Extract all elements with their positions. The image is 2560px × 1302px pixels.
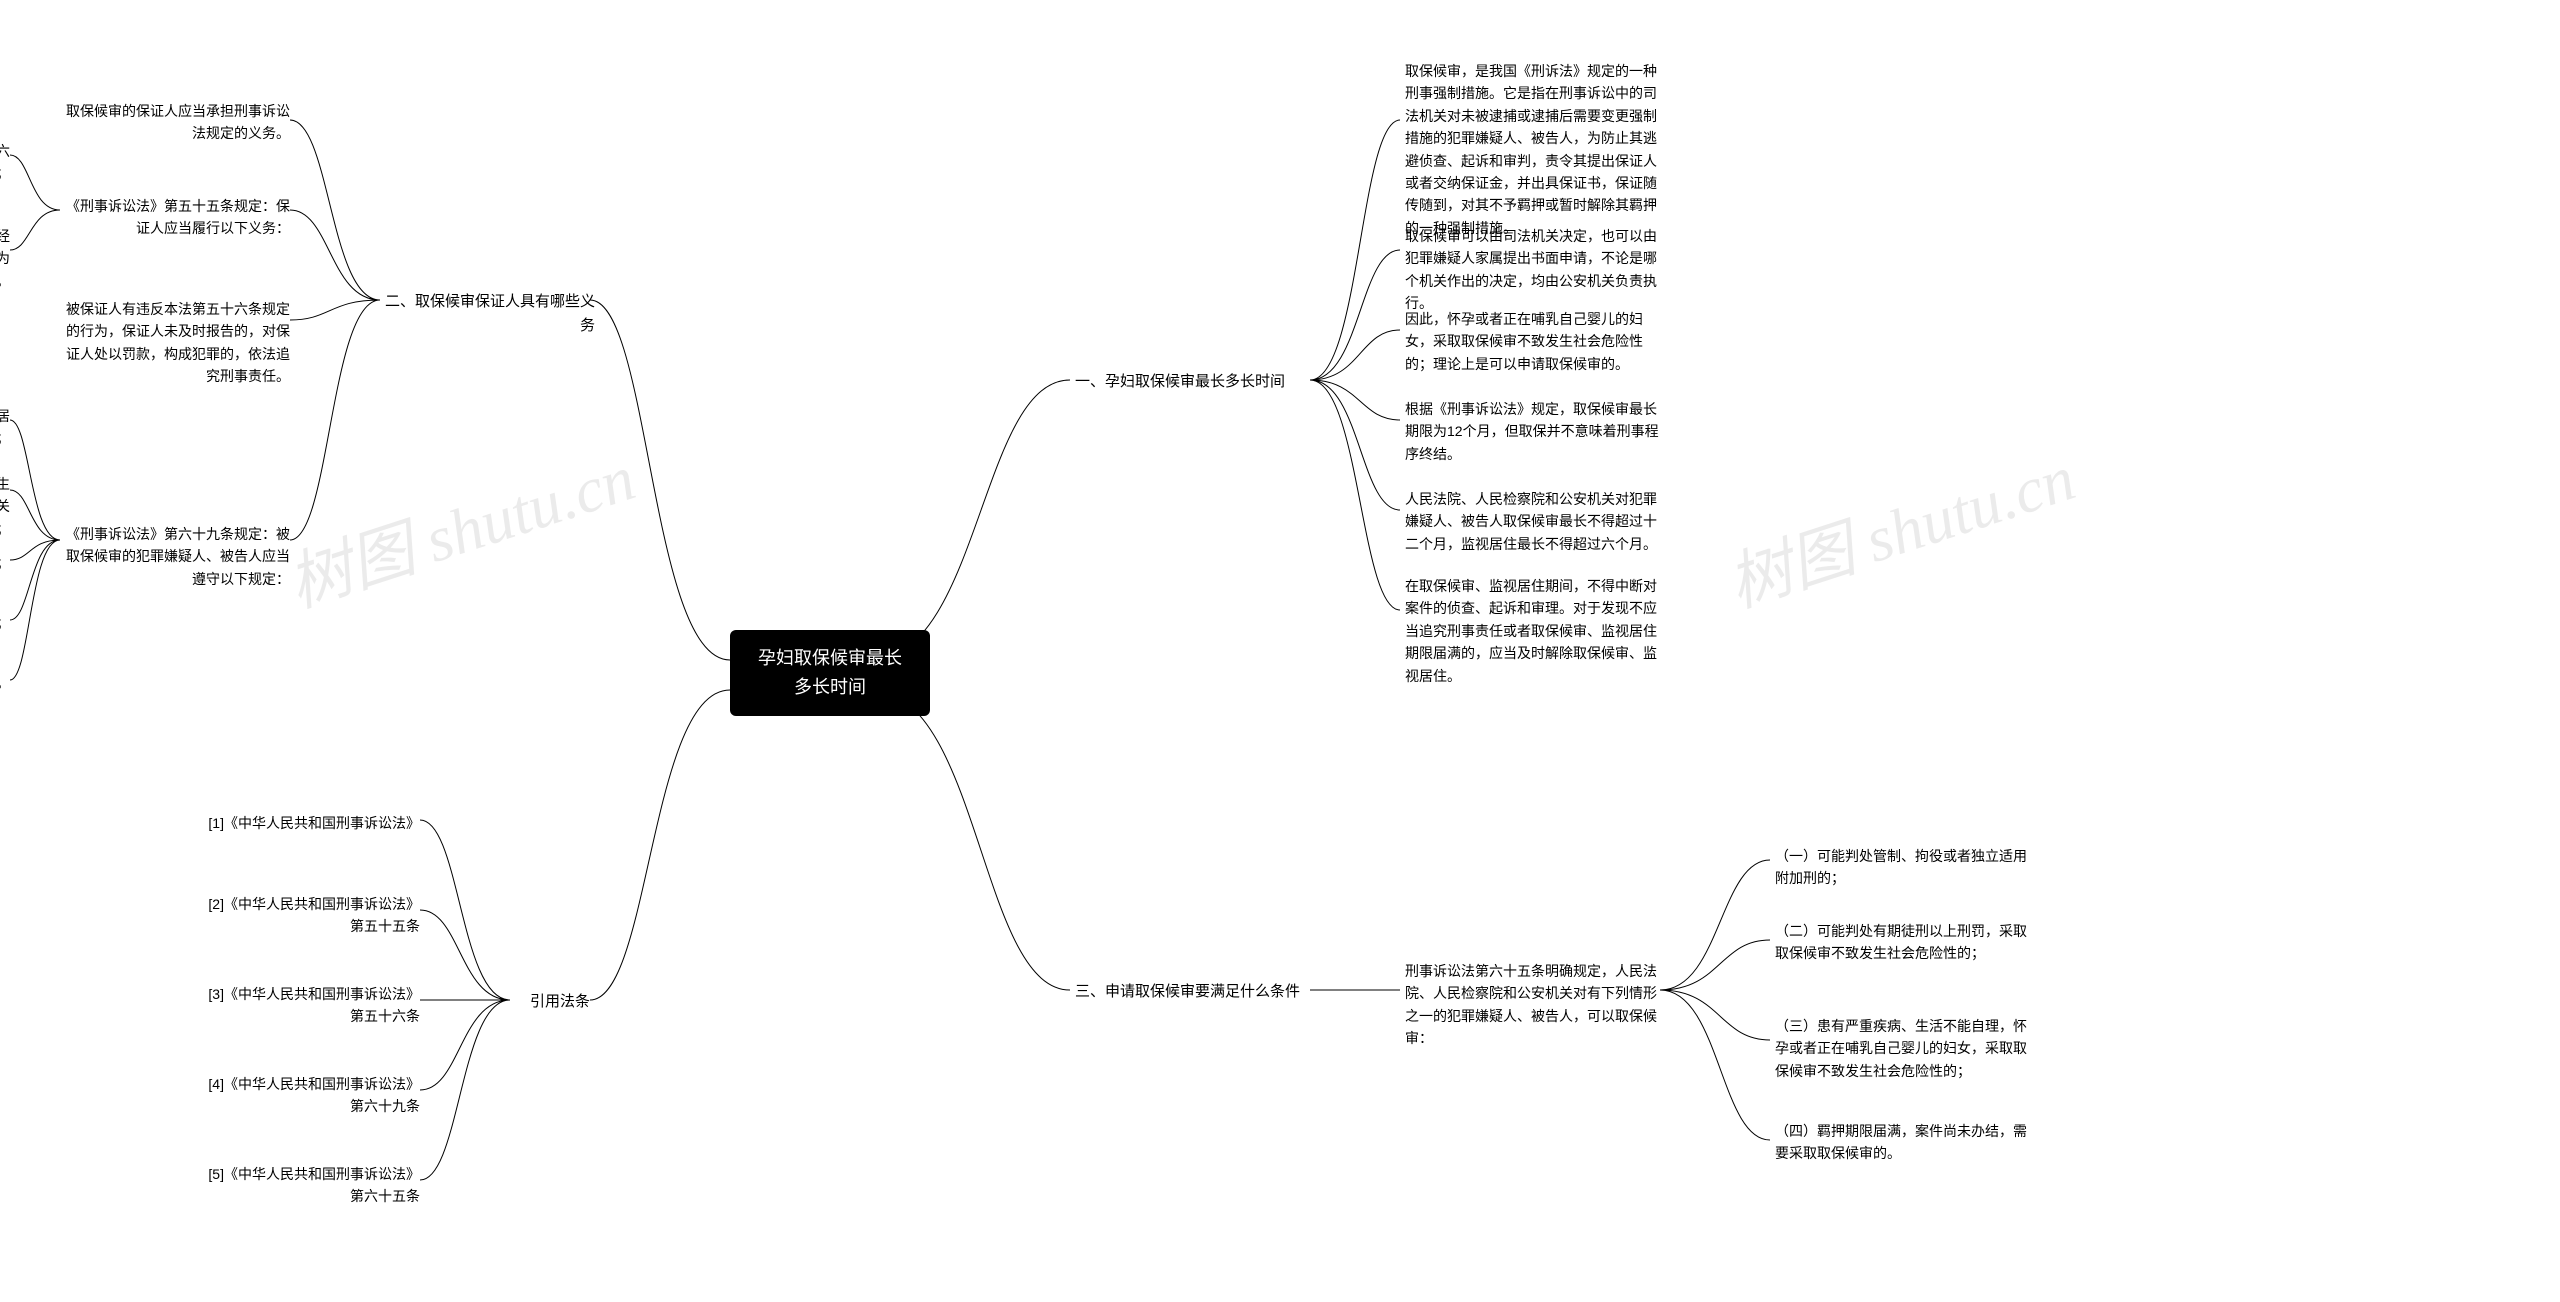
leaf-l2-4: 《刑事诉讼法》第六十九条规定：被取保候审的犯罪嫌疑人、被告人应当遵守以下规定：: [65, 523, 290, 590]
leaf-r3-3: （三）患有严重疾病、生活不能自理，怀孕或者正在哺乳自己婴儿的妇女，采取取保候审不…: [1775, 1015, 2035, 1082]
leaf-ref-1: [1]《中华人民共和国刑事诉讼法》: [195, 812, 420, 834]
leaf-r3-2: （二）可能判处有期徒刑以上刑罚，采取取保候审不致发生社会危险性的；: [1775, 920, 2035, 965]
leaf-ref-4: [4]《中华人民共和国刑事诉讼法》 第六十九条: [195, 1073, 420, 1118]
leaf-l2-2-1: （1）监督被保证人遵守本法第五十六条的规定；: [0, 140, 10, 185]
leaf-r1-3: 因此，怀孕或者正在哺乳自己婴儿的妇女，采取取保候审不致发生社会危险性的；理论上是…: [1405, 308, 1665, 375]
leaf-r1-6: 在取保候审、监视居住期间，不得中断对案件的侦查、起诉和审理。对于发现不应当追究刑…: [1405, 575, 1665, 687]
mindmap-canvas: 树图 shutu.cn 树图 shutu.cn 孕妇取保候审最长多长时间 一、孕…: [0, 0, 2560, 1302]
branch-section-1: 一、孕妇取保候审最长多长时间: [1075, 370, 1285, 394]
leaf-r1-2: 取保候审可以由司法机关决定，也可以由犯罪嫌疑人家属提出书面申请，不论是哪个机关作…: [1405, 225, 1665, 315]
leaf-l2-1: 取保候审的保证人应当承担刑事诉讼法规定的义务。: [65, 100, 290, 145]
leaf-r3-1: （一）可能判处管制、拘役或者独立适用附加刑的；: [1775, 845, 2035, 890]
leaf-r3-4: （四）羁押期限届满，案件尚未办结，需要采取取保候审的。: [1775, 1120, 2035, 1165]
leaf-ref-5: [5]《中华人民共和国刑事诉讼法》 第六十五条: [195, 1163, 420, 1208]
leaf-r1-1: 取保候审，是我国《刑诉法》规定的一种刑事强制措施。它是指在刑事诉讼中的司法机关对…: [1405, 60, 1665, 239]
root-node: 孕妇取保候审最长多长时间: [730, 630, 930, 716]
leaf-r1-5: 人民法院、人民检察院和公安机关对犯罪嫌疑人、被告人取保候审最长不得超过十二个月，…: [1405, 488, 1665, 555]
branch-section-2: 二、取保候审保证人具有哪些义务: [385, 290, 595, 338]
leaf-r1-4: 根据《刑事诉讼法》规定，取保候审最长期限为12个月，但取保并不意味着刑事程序终结…: [1405, 398, 1665, 465]
leaf-l2-4-2: （2）住址、工作单位和联系方式发生变动的，在二十四小时以内向执行机关报告；: [0, 473, 10, 540]
leaf-ref-3: [3]《中华人民共和国刑事诉讼法》 第五十六条: [195, 983, 420, 1028]
leaf-l2-2-2: （2）发现被保证人可能发生或者已经发生违反本法第五十六条规定的行为的，应当及时向…: [0, 225, 10, 292]
leaf-l2-4-4: （4）不得以任何形式干扰证人作证；: [0, 612, 10, 634]
branch-refs: 引用法条: [515, 990, 590, 1014]
leaf-r3-intro: 刑事诉讼法第六十五条明确规定，人民法院、人民检察院和公安机关对有下列情形之一的犯…: [1405, 960, 1665, 1050]
leaf-l2-4-5: （5）不得毁灭、伪造证据或者串供。: [0, 672, 10, 694]
branch-section-3: 三、申请取保候审要满足什么条件: [1075, 980, 1300, 1004]
leaf-l2-2: 《刑事诉讼法》第五十五条规定：保证人应当履行以下义务：: [65, 195, 290, 240]
watermark: 树图 shutu.cn: [1715, 427, 2085, 625]
leaf-l2-4-1: （1）未经执行机关批准不得离开所居住的市、县；: [0, 405, 10, 450]
leaf-l2-4-3: （3）在传讯的时候及时到案；: [0, 552, 10, 574]
leaf-l2-3: 被保证人有违反本法第五十六条规定的行为，保证人未及时报告的，对保证人处以罚款，构…: [65, 298, 290, 388]
leaf-ref-2: [2]《中华人民共和国刑事诉讼法》 第五十五条: [195, 893, 420, 938]
watermark: 树图 shutu.cn: [275, 427, 645, 625]
